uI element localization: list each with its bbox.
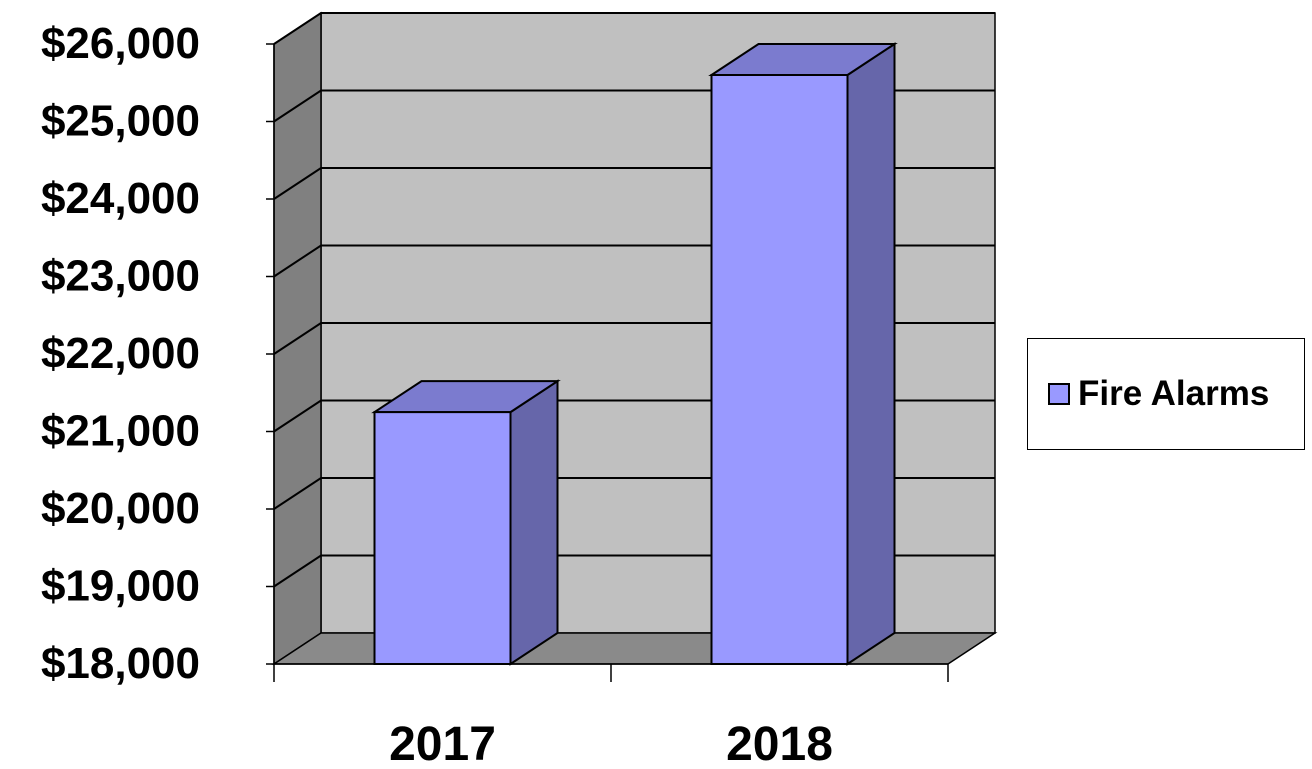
bar	[710, 74, 849, 665]
bar-side	[509, 379, 559, 666]
y-tick-label: $21,000	[41, 407, 200, 456]
y-tick-label: $20,000	[41, 484, 200, 533]
y-tick-label: $19,000	[41, 562, 200, 611]
bar-side	[846, 42, 896, 666]
y-tick-label: $18,000	[41, 639, 200, 688]
legend: Fire Alarms	[1027, 338, 1305, 450]
y-tick-label: $25,000	[41, 97, 200, 146]
legend-label: Fire Alarms	[1078, 374, 1270, 413]
y-tick-label: $26,000	[41, 19, 200, 68]
legend-swatch	[1048, 383, 1070, 405]
gridline	[273, 12, 995, 45]
y-tick-label: $23,000	[41, 252, 200, 301]
bar	[373, 411, 512, 665]
y-tick-label: $22,000	[41, 329, 200, 378]
y-tick-label: $24,000	[41, 174, 200, 223]
x-tick-label: 2017	[389, 718, 496, 764]
x-tick-label: 2018	[726, 718, 833, 764]
